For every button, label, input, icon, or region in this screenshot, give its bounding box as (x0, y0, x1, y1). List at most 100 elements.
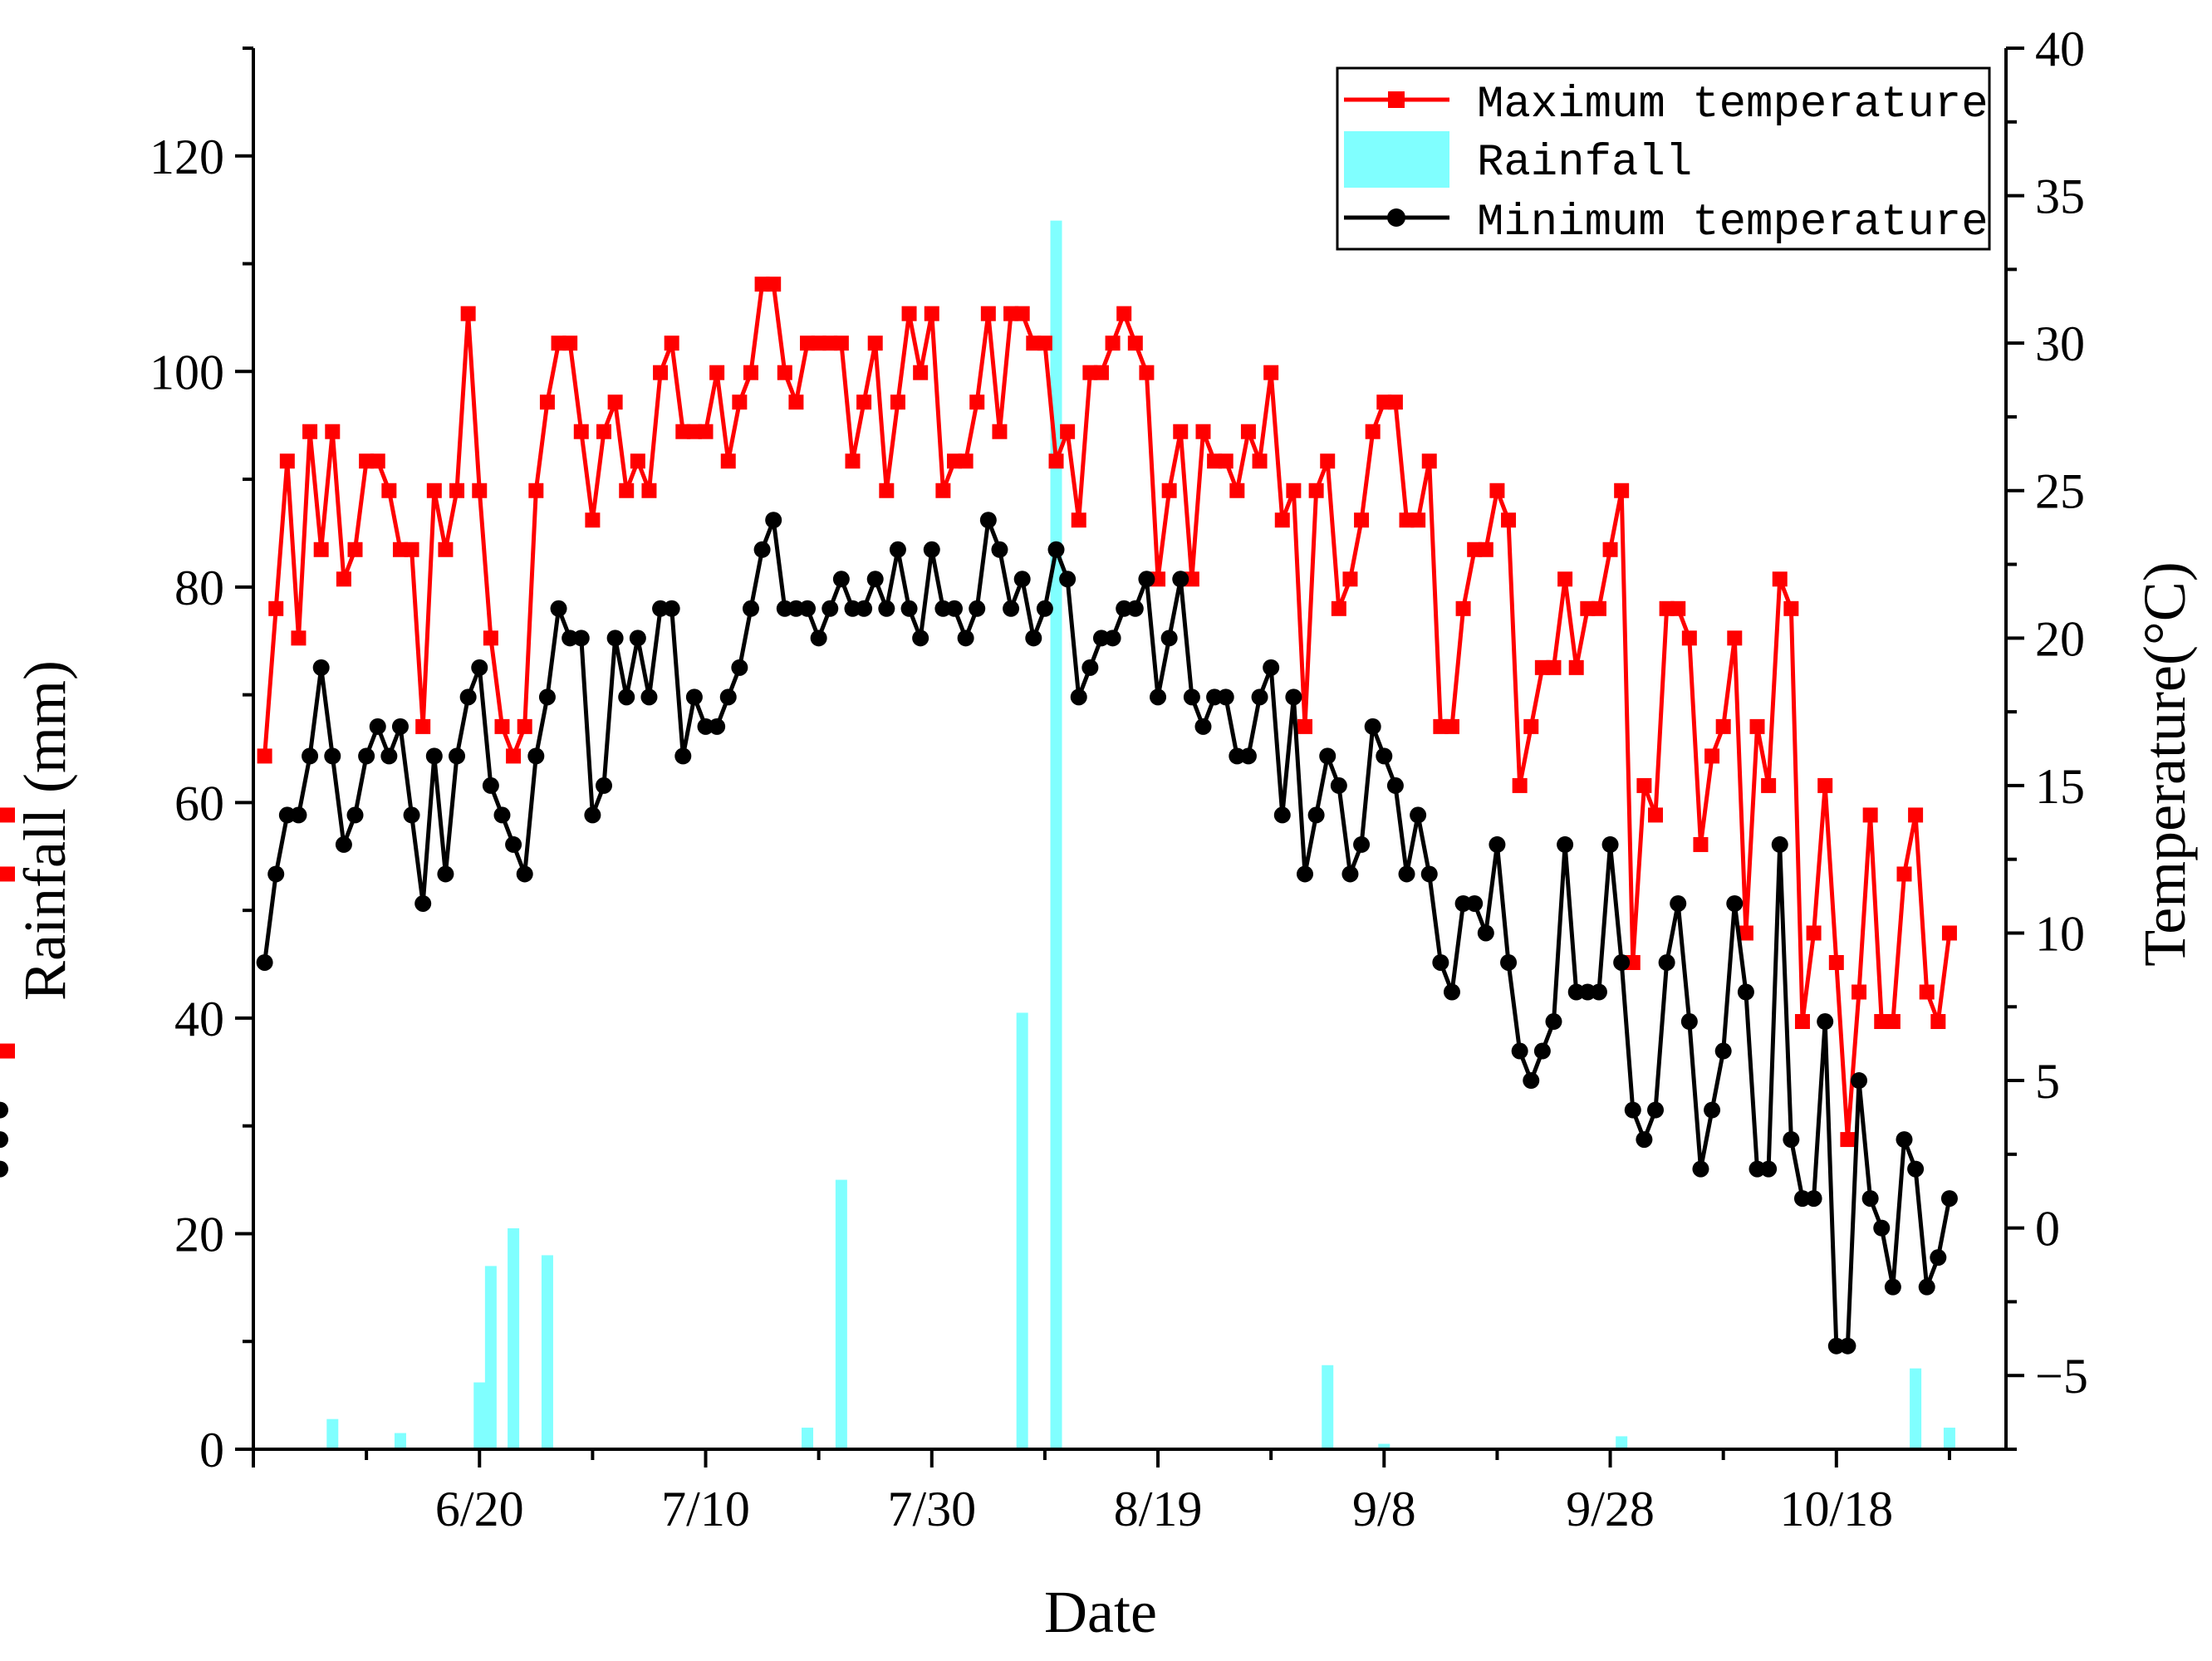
min-temperature-point (1420, 865, 1438, 883)
max-temperature-point (845, 453, 861, 469)
max-temperature-point (1297, 718, 1312, 734)
legend-min-marker (1387, 208, 1405, 227)
min-temperature-point (709, 718, 726, 735)
min-temperature-point (923, 541, 940, 558)
max-temperature-point (924, 306, 939, 321)
min-temperature-point (1658, 953, 1675, 971)
max-temperature-point (1071, 512, 1086, 528)
min-temperature-point (1590, 983, 1607, 1001)
y-tick-label-left: 100 (150, 345, 224, 399)
x-tick-label: 9/8 (1352, 1482, 1416, 1536)
max-temperature-point (1512, 777, 1528, 793)
min-temperature-point (1737, 983, 1754, 1001)
min-temperature-point (1760, 1160, 1778, 1178)
min-temperature-point (957, 630, 974, 647)
min-temperature-point (878, 600, 895, 617)
y-tick-label-right: 0 (2035, 1202, 2060, 1257)
min-temperature-point (1398, 865, 1415, 883)
rainfall-bar (508, 1227, 520, 1449)
x-tick-label: 7/10 (661, 1482, 750, 1536)
max-temperature-point (1670, 600, 1686, 616)
max-temperature-point (449, 483, 465, 498)
min-temperature-point (267, 865, 285, 883)
min-temperature-point (1624, 1101, 1641, 1119)
min-temperature-point (946, 600, 963, 617)
min-temperature-point (403, 806, 420, 824)
min-temperature-point (799, 600, 817, 617)
max-temperature-point (0, 807, 15, 823)
min-temperature-point (1545, 1013, 1562, 1031)
max-temperature-point (1421, 453, 1437, 469)
min-temperature-point (1376, 747, 1393, 765)
y-tick-label-right: 30 (2035, 316, 2085, 371)
max-temperature-point (1026, 336, 1042, 351)
max-temperature-point (1794, 1014, 1810, 1030)
min-temperature-point (1013, 571, 1031, 588)
min-temperature-point (765, 512, 782, 529)
min-temperature-point (1511, 1042, 1528, 1060)
max-temperature-point (0, 866, 15, 882)
min-temperature-point (866, 571, 884, 588)
min-temperature-point (459, 688, 477, 706)
min-temperature-point (991, 541, 1008, 558)
min-temperature-point (1940, 1190, 1958, 1208)
max-temperature-point (1546, 659, 1562, 675)
max-temperature-point (607, 394, 623, 410)
min-temperature-point (1319, 747, 1337, 765)
min-temperature-point (753, 541, 771, 558)
min-temperature-point (369, 718, 386, 735)
min-temperature-point (505, 835, 522, 853)
y-tick-label-right: 15 (2035, 759, 2085, 814)
min-temperature-point (550, 600, 567, 617)
min-temperature-point (1410, 806, 1427, 824)
min-temperature-point (437, 865, 454, 883)
y-tick-label-left: 40 (174, 992, 224, 1046)
max-temperature-point (856, 394, 872, 410)
max-temperature-point (1184, 571, 1199, 587)
max-temperature-point (1840, 1132, 1856, 1148)
max-temperature-point (392, 541, 408, 557)
y-tick-label-right: 5 (2035, 1054, 2060, 1109)
min-temperature-point (1353, 835, 1371, 853)
max-temperature-point (1636, 777, 1652, 793)
min-temperature-point (391, 718, 409, 735)
max-temperature-point (1263, 365, 1279, 380)
max-temperature-point (0, 1043, 15, 1059)
max-temperature-point (1874, 1014, 1890, 1030)
max-temperature-point (1093, 365, 1109, 380)
min-temperature-point (1884, 1278, 1901, 1296)
max-temperature-point (641, 483, 657, 498)
max-temperature-point (596, 424, 611, 439)
min-temperature-point (1771, 835, 1788, 853)
min-temperature-point (1613, 953, 1631, 971)
min-temperature-point (1918, 1278, 1935, 1296)
max-temperature-point (1602, 541, 1618, 557)
min-temperature-point (1047, 541, 1065, 558)
max-temperature-point (404, 541, 419, 557)
max-temperature-point (1342, 571, 1358, 587)
max-temperature-point (1274, 512, 1290, 528)
max-temperature-point (1320, 453, 1336, 469)
max-temperature-point (551, 336, 566, 351)
rainfall-bar (802, 1428, 814, 1449)
min-temperature-point (685, 688, 703, 706)
max-temperature-point (619, 483, 635, 498)
temperature-lines (0, 277, 1958, 1355)
min-temperature-point (302, 747, 319, 765)
max-temperature-point (1681, 630, 1697, 646)
min-temperature-point (663, 600, 680, 617)
max-temperature-point (1161, 483, 1177, 498)
rainfall-bar (473, 1382, 486, 1449)
min-temperature-point (1432, 953, 1449, 971)
max-temperature-point (370, 453, 385, 469)
max-temperature-point (1568, 659, 1584, 675)
min-temperature-point (889, 541, 906, 558)
max-temperature-point (653, 365, 669, 380)
max-temperature-point (1331, 600, 1346, 616)
max-temperature-point (777, 365, 792, 380)
min-temperature-point (979, 512, 997, 529)
min-temperature-point (493, 806, 511, 824)
min-temperature-point (742, 600, 759, 617)
min-temperature-point (0, 1131, 8, 1149)
min-temperature-point (256, 953, 273, 971)
